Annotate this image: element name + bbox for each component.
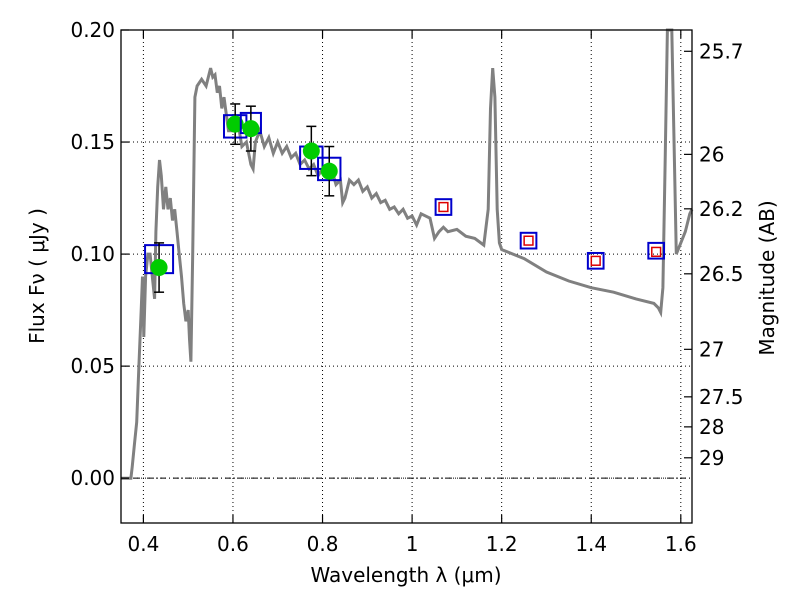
mag-tick-label: 28 (699, 415, 724, 439)
observed-flux-point (150, 259, 168, 277)
x-tick-label: 0.8 (307, 532, 339, 556)
y-tick-label: 0.20 (70, 18, 115, 42)
mag-tick-label: 26.5 (699, 262, 744, 286)
model-photometry-marker (523, 235, 534, 246)
x-tick-label: 1.6 (665, 532, 697, 556)
observed-flux-point (320, 162, 338, 180)
x-tick-label: 0.4 (127, 532, 159, 556)
filter-box-marker (519, 231, 538, 250)
model-sed-line (121, 28, 694, 480)
filter-box-marker (647, 241, 666, 260)
model-photometry-marker (590, 255, 601, 266)
y-tick-label: 0.15 (70, 130, 115, 154)
photometry-markers (144, 103, 666, 293)
grid-lines (121, 29, 692, 523)
filter-box-marker (434, 198, 453, 216)
mag-tick-label: 27.5 (699, 385, 744, 409)
mag-tick-label: 27 (699, 337, 724, 361)
model-photometry-marker (438, 201, 449, 213)
x-tick-label: 1 (406, 532, 419, 556)
x-axis-title: Wavelength λ (μm) (310, 563, 501, 587)
observed-flux-point (302, 142, 320, 160)
y-tick-label: 0.10 (70, 242, 115, 266)
observed-flux-point (242, 120, 260, 138)
y-tick-label: 0.05 (70, 354, 115, 378)
y2-axis-title: Magnitude (AB) (755, 200, 779, 355)
axis-ticks: 0.4 0.6 0.8 1 1.2 1.4 1.6 0.00 0.05 0.10 0.15 0.20 2… (70, 18, 743, 556)
filter-box-marker (586, 251, 605, 270)
mag-tick-label: 26.2 (699, 197, 744, 221)
x-tick-label: 1.4 (575, 532, 607, 556)
x-tick-label: 1.2 (486, 532, 518, 556)
x-tick-label: 0.6 (217, 532, 249, 556)
plot-frame (120, 29, 693, 524)
observed-flux-point (226, 115, 244, 133)
mag-tick-label: 26 (699, 142, 724, 166)
mag-tick-label: 25.7 (699, 39, 744, 63)
mag-tick-label: 29 (699, 446, 724, 470)
model-photometry-marker (651, 246, 662, 257)
y-tick-label: 0.00 (70, 466, 115, 490)
y-axis-title: Flux Fν ( μJy ) (25, 208, 49, 344)
